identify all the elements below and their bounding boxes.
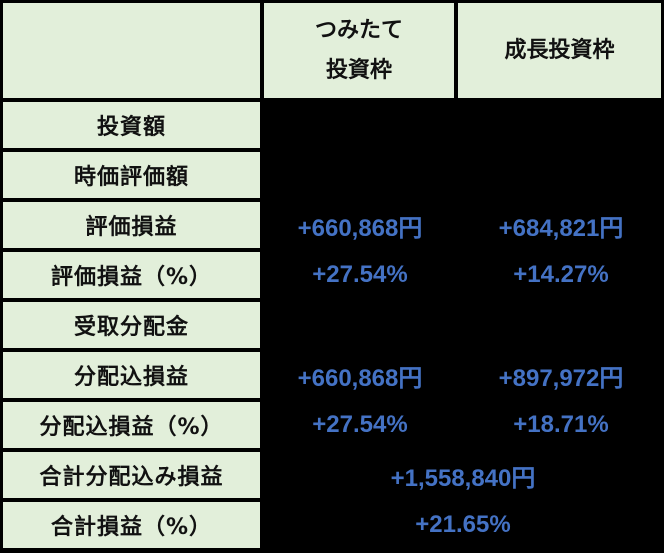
- row-label-investment: 投資額: [3, 102, 260, 148]
- value-tsumitate-investment: [262, 100, 458, 150]
- header-tsumitate-line2: 投資枠: [325, 57, 392, 83]
- value-total-pl-incl-dividends: +1,558,840円: [390, 464, 536, 492]
- row-label-total-pl-incl-dividends: 合計分配込み損益: [3, 452, 260, 498]
- value-tsumitate-dividends: [262, 300, 458, 350]
- value-seicho-pl-incl-dividends: +897,972円: [498, 364, 624, 392]
- header-corner-cell: [3, 3, 260, 98]
- row-label-pl-incl-dividends: 分配込損益: [3, 352, 260, 398]
- header-seicho-label: 成長投資枠: [504, 37, 615, 63]
- row-label-market-value: 時価評価額: [3, 152, 260, 198]
- value-tsumitate-unrealized-pl-pct: +27.54%: [312, 261, 408, 288]
- value-seicho-investment: [458, 100, 664, 150]
- header-tsumitate-line1: つみたて: [314, 17, 403, 43]
- value-tsumitate-market-value: [262, 150, 458, 200]
- row-label-pl-incl-dividends-pct: 分配込損益（%）: [3, 402, 260, 448]
- row-label-unrealized-pl-pct: 評価損益（%）: [3, 252, 260, 298]
- row-label-total-pl-pct: 合計損益（%）: [3, 502, 260, 548]
- row-label-dividends-received: 受取分配金: [3, 302, 260, 348]
- header-tsumitate: つみたて 投資枠: [264, 3, 454, 98]
- value-tsumitate-pl-incl-dividends: +660,868円: [297, 364, 423, 392]
- value-tsumitate-pl-incl-dividends-pct: +27.54%: [312, 411, 408, 438]
- row-label-unrealized-pl: 評価損益: [3, 202, 260, 248]
- value-seicho-unrealized-pl-pct: +14.27%: [513, 261, 609, 288]
- value-total-pl-pct: +21.65%: [415, 511, 511, 538]
- value-seicho-dividends: [458, 300, 664, 350]
- value-seicho-unrealized-pl: +684,821円: [498, 214, 624, 242]
- value-seicho-market-value: [458, 150, 664, 200]
- value-tsumitate-unrealized-pl: +660,868円: [297, 214, 423, 242]
- header-seicho: 成長投資枠: [458, 3, 661, 98]
- value-seicho-pl-incl-dividends-pct: +18.71%: [513, 411, 609, 438]
